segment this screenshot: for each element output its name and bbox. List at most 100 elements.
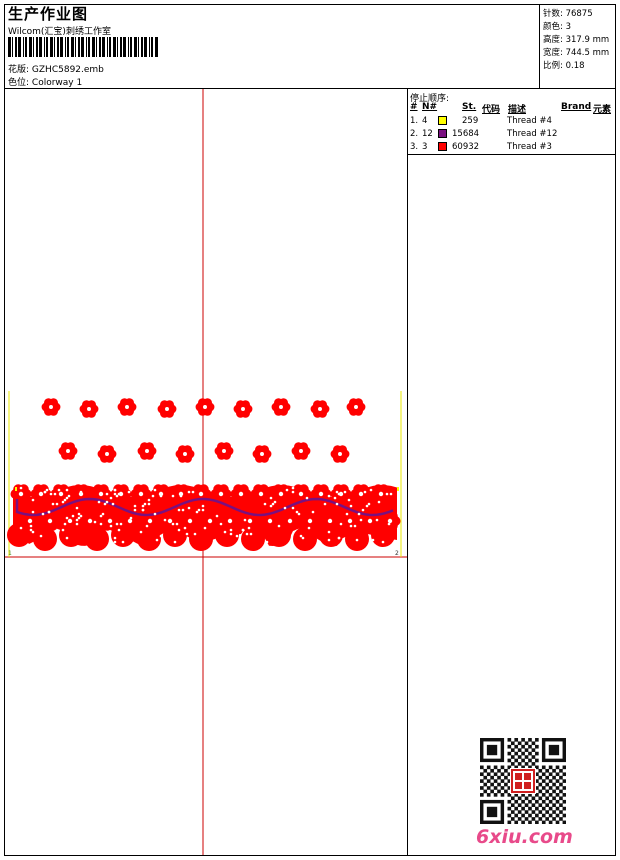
- qr-module: [521, 758, 525, 763]
- qr-module: [548, 793, 553, 797]
- lace-hole: [265, 540, 269, 544]
- qr-module: [531, 755, 536, 759]
- qr-module: [507, 772, 512, 777]
- lace-hole: [75, 518, 79, 522]
- embroidery-flower: [210, 484, 232, 504]
- qr-module: [483, 789, 488, 794]
- lace-hole: [75, 522, 79, 526]
- embroidery-flower: [330, 445, 350, 463]
- lace-hole: [215, 514, 219, 518]
- qr-module: [538, 803, 543, 807]
- qr-module: [524, 803, 529, 807]
- qr-module: [562, 793, 566, 797]
- lace-hole: [121, 540, 125, 544]
- qr-module: [545, 789, 549, 794]
- qr-module: [559, 768, 563, 773]
- embroidery-design: [7, 398, 401, 551]
- lace-scallop: [137, 527, 161, 551]
- qr-module: [545, 810, 549, 814]
- lace-hole: [153, 512, 157, 516]
- qr-module: [541, 772, 546, 777]
- barcode-bar: [117, 37, 118, 57]
- qr-module: [521, 806, 525, 811]
- qr-module: [545, 768, 549, 773]
- thread-swatch: [438, 116, 447, 125]
- qr-module: [507, 820, 512, 824]
- qr-module: [480, 786, 484, 790]
- barcode-bar: [25, 37, 27, 57]
- qr-module: [535, 744, 539, 749]
- lace-hole: [145, 524, 149, 528]
- qr-module: [510, 817, 515, 821]
- qr-module: [555, 779, 560, 783]
- qr-module: [480, 779, 484, 783]
- lace-hole: [65, 536, 69, 540]
- qr-module: [548, 786, 553, 790]
- barcode-bar: [46, 37, 48, 57]
- qr-module: [545, 803, 549, 807]
- qr-module: [510, 755, 515, 759]
- qr-module: [493, 786, 498, 790]
- lace-hole: [285, 488, 289, 492]
- qr-module: [507, 738, 512, 742]
- embroidery-flower: [270, 484, 292, 504]
- stat-colors-value: 3: [565, 22, 571, 32]
- barcode-bar: [71, 37, 74, 57]
- lace-hole: [191, 490, 195, 494]
- qr-module: [548, 806, 553, 811]
- lace-hole: [117, 492, 121, 496]
- stat-stitches-value: 76875: [565, 9, 593, 19]
- qr-module: [521, 820, 525, 824]
- lace-hole: [203, 526, 207, 530]
- qr-module: [528, 765, 532, 770]
- embroidery-flower: [233, 400, 253, 418]
- lace-hole: [185, 532, 189, 536]
- thread-row: 1. 4 259 Thread #4: [410, 116, 616, 128]
- barcode-bar: [141, 37, 143, 57]
- qr-module: [521, 738, 525, 742]
- barcode-bar: [18, 37, 21, 57]
- lace-hole: [229, 528, 233, 532]
- qr-module: [552, 817, 556, 821]
- qr-module: [514, 751, 519, 756]
- qr-module: [497, 789, 501, 794]
- qr-module: [538, 782, 543, 787]
- lace-hole: [47, 510, 51, 514]
- col-st: St.: [462, 102, 477, 112]
- qr-module: [538, 768, 543, 773]
- lace-scallop: [189, 527, 213, 551]
- lace-hole: [115, 522, 119, 526]
- lace-hole: [371, 538, 375, 542]
- lace-hole: [269, 496, 273, 500]
- qr-module: [497, 782, 501, 787]
- barcode-bar: [65, 37, 66, 57]
- barcode-bar: [75, 37, 76, 57]
- qr-finder: [486, 744, 498, 756]
- qr-module: [504, 775, 508, 780]
- qr-module: [500, 765, 505, 770]
- embroidery-flower: [30, 484, 52, 504]
- end-marker: 2: [395, 550, 399, 557]
- qr-module: [555, 772, 560, 777]
- qr-module: [562, 786, 566, 790]
- lace-hole: [147, 498, 151, 502]
- qr-module: [555, 786, 560, 790]
- lace-scallop: [7, 523, 31, 547]
- qr-module: [535, 786, 539, 790]
- watermark: 6xiu.com: [476, 826, 573, 848]
- qr-module: [528, 758, 532, 763]
- qr-module: [510, 762, 515, 766]
- stat-scale-label: 比例:: [543, 61, 563, 71]
- barcode-bar: [39, 37, 42, 57]
- qr-module: [521, 744, 525, 749]
- barcode-bar: [36, 37, 38, 57]
- qr-code-icon[interactable]: [480, 738, 566, 824]
- embroidery-flower: [58, 442, 78, 460]
- stat-width-value: 744.5 mm: [565, 48, 610, 58]
- qr-module: [535, 793, 539, 797]
- lace-hole: [113, 492, 117, 496]
- lace-hole: [129, 516, 133, 520]
- design-value: GZHC5892.emb: [31, 65, 104, 75]
- row-desc: Thread #3: [507, 142, 552, 152]
- qr-module: [521, 765, 525, 770]
